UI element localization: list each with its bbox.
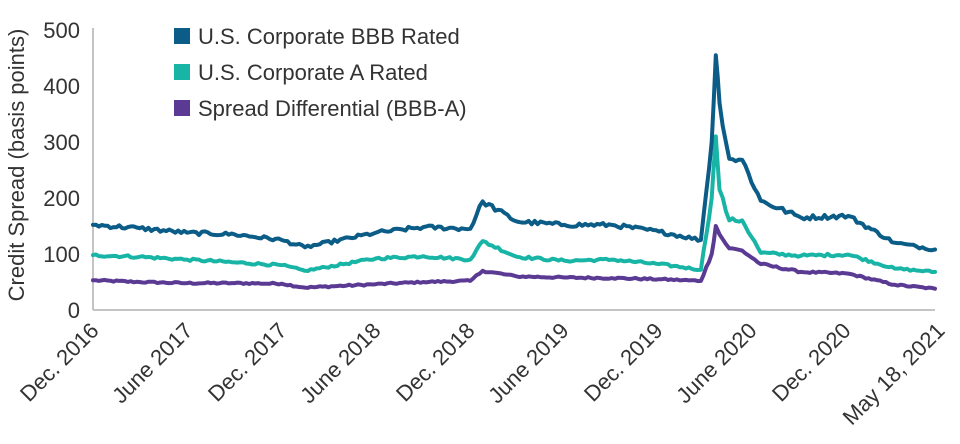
y-axis-title: Credit Spread (basis points) [4, 29, 29, 302]
x-tick-label: Dec. 2020 [767, 318, 856, 407]
x-tick-label: June 2017 [107, 318, 197, 408]
legend-swatch [174, 100, 190, 116]
x-tick-label: Dec. 2016 [15, 318, 104, 407]
y-tick-labels: 0 100 200 300 400 500 [43, 18, 80, 323]
y-tick-label: 100 [43, 242, 80, 267]
axes [92, 28, 935, 311]
y-tick-label: 200 [43, 186, 80, 211]
legend-swatch [174, 28, 190, 44]
y-tick-label: 400 [43, 74, 80, 99]
x-tick-label: June 2019 [483, 318, 573, 408]
legend-label: U.S. Corporate A Rated [198, 60, 428, 85]
series-line-differential [91, 224, 937, 291]
x-tick-label: June 2020 [671, 318, 761, 408]
x-tick-labels: Dec. 2016 June 2017 Dec. 2017 June 2018 Dec.… [15, 318, 950, 430]
legend-label: U.S. Corporate BBB Rated [198, 24, 460, 49]
series-line-a [91, 134, 937, 274]
series-lines [91, 53, 937, 291]
y-tick-label: 500 [43, 18, 80, 43]
x-tick-label: Dec. 2018 [391, 318, 480, 407]
legend: U.S. Corporate BBB Rated U.S. Corporate A… [174, 24, 467, 121]
x-tick-label: June 2018 [295, 318, 385, 408]
x-tick-label: Dec. 2019 [579, 318, 668, 407]
legend-label: Spread Differential (BBB-A) [198, 96, 467, 121]
y-tick-label: 300 [43, 130, 80, 155]
y-tick-label: 0 [68, 298, 80, 323]
x-tick-label: Dec. 2017 [203, 318, 292, 407]
legend-swatch [174, 64, 190, 80]
series-line-bbb [91, 53, 937, 253]
